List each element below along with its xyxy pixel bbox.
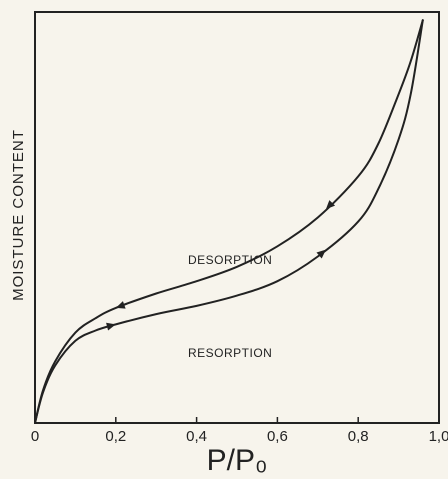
x-tick-label: 0 [31,428,39,445]
desorption-label: DESORPTION [188,253,272,267]
series-layer [34,19,424,424]
direction-arrow [325,200,336,210]
resorption-label: RESORPTION [188,346,272,360]
resorption-curve [34,19,424,424]
direction-arrow [316,249,326,259]
x-tick-label: 0,8 [348,428,369,445]
desorption-curve [34,19,424,424]
direction-arrow [106,322,116,331]
x-tick-label: 0,2 [105,428,126,445]
x-axis-ticks [34,417,440,423]
x-tick-label: 0,6 [267,428,288,445]
direction-arrow [115,301,126,309]
x-tick-label: 1,0 [429,428,448,445]
x-axis-label: P/P₀ [207,444,268,477]
plot-frame [34,11,440,424]
x-tick-label: 0,4 [186,428,207,445]
y-axis-label: MOISTURE CONTENT [10,129,27,301]
direction-arrows [106,200,336,331]
x-axis-tick-labels: 0 0,2 0,4 0,6 0,8 1,0 [31,428,448,445]
